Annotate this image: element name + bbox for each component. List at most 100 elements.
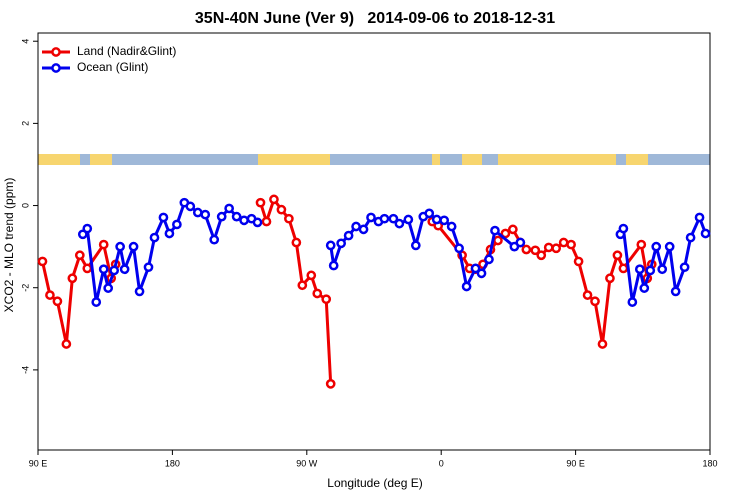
point [67,273,78,284]
point [500,228,511,239]
point [573,256,584,267]
point [388,213,399,224]
land-strip [432,154,440,165]
point [597,339,608,349]
point [172,219,182,230]
plot-frame [37,32,711,451]
x-tick-label: 90 W [296,458,318,468]
point [530,245,541,256]
point [679,262,690,273]
point [476,268,487,279]
point [291,237,302,248]
land-strip [90,154,112,165]
point [484,254,494,265]
point [119,264,130,275]
point [490,225,500,236]
y-axis-label: XCO2 - MLO trend (ppm) [2,178,16,313]
point [158,212,169,223]
x-tick-label: 180 [165,458,180,468]
legend-marker [51,47,61,57]
point [269,194,279,205]
point [566,239,576,250]
land-strip [258,154,330,165]
point [470,263,481,274]
point [216,211,227,222]
land-strip [626,154,648,165]
point [149,232,160,243]
point [209,234,220,245]
point [551,243,562,254]
point [98,264,109,275]
point [439,215,450,226]
point [297,280,308,291]
point [98,239,109,250]
x-tick-label: 0 [439,458,444,468]
land-strip [38,154,80,165]
point [358,224,369,235]
point [200,209,211,220]
point [636,239,647,250]
point [109,265,120,276]
point [224,203,234,214]
point [657,264,668,275]
point [446,221,457,232]
point [252,217,263,228]
point [351,221,361,232]
legend-label: Land (Nadir&Glint) [77,44,176,58]
point [276,204,287,215]
point [639,283,650,293]
point [515,237,526,248]
point [328,260,339,271]
point [424,208,435,219]
y-tick-label: -2 [20,284,30,292]
point [366,212,376,223]
point [700,228,711,239]
point [115,241,125,252]
point [306,270,317,281]
y-tick-label: 4 [20,39,30,44]
point [379,213,390,224]
point [582,290,593,300]
point [143,262,154,273]
point [627,297,638,307]
point [74,250,85,261]
point [82,263,93,274]
point [82,223,93,234]
point [590,296,600,307]
land-strip [462,154,482,165]
point [103,283,114,293]
point [325,379,336,389]
point [536,250,547,261]
point [284,213,294,224]
legend-label: Ocean (Glint) [77,60,148,74]
chart-title: 35N-40N June (Ver 9) 2014-09-06 to 2018-… [195,10,555,27]
point [325,240,336,251]
point [231,211,242,222]
point [493,235,503,246]
point [45,290,55,300]
y-tick-label: 2 [20,121,30,126]
point [508,224,518,235]
land-ocean-strip [38,154,710,165]
point [612,250,623,261]
x-tick-label: 90 E [29,458,48,468]
point [403,214,414,225]
point [321,294,332,305]
y-tick-label: -4 [20,366,30,374]
point [618,223,629,234]
point [343,230,354,241]
point [185,201,196,212]
point [239,215,249,226]
point [634,264,645,275]
point [558,237,569,248]
point [336,238,346,249]
point [651,241,662,252]
point [618,263,629,274]
point [312,288,323,299]
point [261,216,272,227]
point [431,214,442,225]
legend-marker [51,63,61,73]
point [670,286,681,297]
